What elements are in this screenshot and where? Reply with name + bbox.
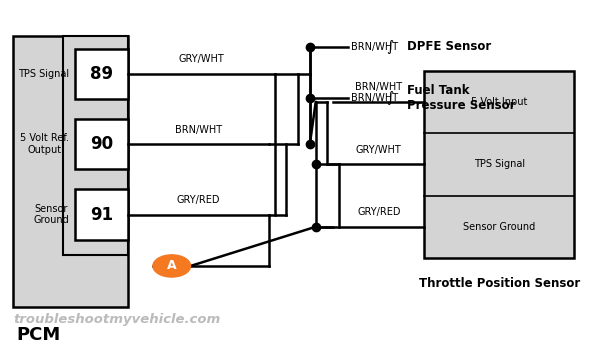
Text: Sensor
Ground: Sensor Ground <box>33 204 69 225</box>
Text: 91: 91 <box>90 205 113 224</box>
Text: ∫: ∫ <box>386 91 394 105</box>
Text: GRY/RED: GRY/RED <box>357 207 401 217</box>
Text: TPS Signal: TPS Signal <box>18 69 69 79</box>
Text: Sensor Ground: Sensor Ground <box>463 222 535 232</box>
Text: 5 Volt Ref.
Output: 5 Volt Ref. Output <box>20 133 69 155</box>
Text: 89: 89 <box>90 65 113 83</box>
FancyBboxPatch shape <box>63 36 128 254</box>
Text: Fuel Tank
Pressure Sensor: Fuel Tank Pressure Sensor <box>407 84 515 112</box>
Text: A: A <box>167 259 176 272</box>
FancyBboxPatch shape <box>13 36 128 307</box>
FancyBboxPatch shape <box>75 119 128 169</box>
Text: 5 Volt Input: 5 Volt Input <box>471 97 527 107</box>
Text: BRN/WHT: BRN/WHT <box>175 125 222 134</box>
Text: PCM: PCM <box>16 326 61 344</box>
FancyBboxPatch shape <box>75 189 128 240</box>
Text: ∫: ∫ <box>386 40 394 54</box>
FancyBboxPatch shape <box>75 49 128 99</box>
Text: GRY/RED: GRY/RED <box>176 195 220 205</box>
Text: BRN/WHT: BRN/WHT <box>351 93 398 103</box>
Text: BRN/WHT: BRN/WHT <box>355 82 403 92</box>
Text: BRN/WHT: BRN/WHT <box>351 42 398 52</box>
FancyBboxPatch shape <box>424 71 574 258</box>
Text: Throttle Position Sensor: Throttle Position Sensor <box>419 277 580 290</box>
Text: TPS Signal: TPS Signal <box>474 159 525 169</box>
Circle shape <box>153 255 191 277</box>
Text: 90: 90 <box>90 135 113 153</box>
Text: GRY/WHT: GRY/WHT <box>356 145 402 155</box>
Text: DPFE Sensor: DPFE Sensor <box>407 40 491 54</box>
Text: GRY/WHT: GRY/WHT <box>178 54 224 64</box>
Text: troubleshootmyvehicle.com: troubleshootmyvehicle.com <box>13 313 220 326</box>
